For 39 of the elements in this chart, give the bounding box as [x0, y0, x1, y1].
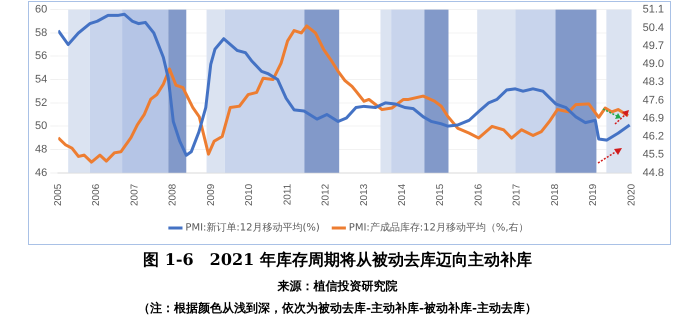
legend-label: PMI:新订单:12月移动平均(%) — [185, 222, 320, 234]
y2-tick-label: 48.3 — [642, 76, 664, 88]
x-tick-label: 2007 — [129, 183, 140, 206]
y-tick-label: 52 — [34, 96, 48, 109]
x-tick-label: 2005 — [52, 183, 64, 206]
legend-label: PMI:产成品库存:12月移动平均（%,右） — [348, 222, 529, 234]
y-tick-label: 60 — [34, 4, 48, 16]
text: 图 1-6 2021 年库存周期将从被动去库迈向主动补库 — [142, 250, 533, 271]
y2-tick-label: 46.9 — [642, 112, 664, 124]
y2-tick-label: 49.7 — [642, 40, 664, 52]
x-tick-label: 2019 — [588, 183, 600, 206]
x-tick-label: 2016 — [473, 183, 484, 206]
y-tick-label: 54 — [34, 74, 48, 86]
y-tick-label: 46 — [34, 166, 48, 179]
x-tick-label: 2015 — [435, 183, 446, 206]
x-tick-label: 2008 — [168, 183, 179, 206]
y-tick-label: 56 — [34, 50, 48, 62]
y2-tick-label: 51.1 — [642, 4, 664, 16]
x-tick-label: 2006 — [91, 183, 102, 206]
x-tick-label: 2017 — [512, 183, 523, 206]
y2-tick-label: 46.2 — [642, 130, 664, 143]
y2-tick-label: 45.5 — [642, 148, 664, 161]
y-tick-label: 58 — [34, 26, 48, 39]
source-note: 来源：植信投资研究院 — [276, 278, 398, 295]
x-tick-label: 2020 — [626, 183, 638, 206]
x-tick-label: 2018 — [550, 183, 561, 206]
y2-tick-label: 44.8 — [642, 166, 664, 179]
y-tick-label: 50 — [34, 120, 48, 132]
text: （注：根据颜色从浅到深，依次为被动去库-主动补库-被动补库-主动去库） — [137, 300, 538, 317]
x-tick-label: 2014 — [397, 183, 408, 206]
x-tick-label: 2011 — [282, 183, 294, 206]
y2-tick-label: 49.0 — [642, 58, 664, 70]
x-tick-label: 2010 — [244, 183, 256, 206]
y-tick-label: 48 — [34, 143, 48, 156]
x-tick-label: 2013 — [358, 183, 370, 206]
y2-tick-label: 47.6 — [642, 94, 664, 106]
x-tick-label: 2012 — [320, 183, 332, 206]
x-tick-label: 2009 — [206, 183, 217, 206]
y2-tick-label: 50.4 — [642, 22, 664, 34]
